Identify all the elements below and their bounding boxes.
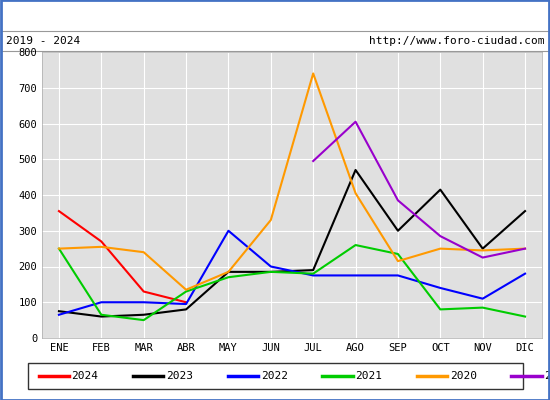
FancyBboxPatch shape: [28, 362, 522, 390]
Text: 2023: 2023: [166, 371, 193, 381]
Text: http://www.foro-ciudad.com: http://www.foro-ciudad.com: [369, 36, 544, 46]
Text: 2019 - 2024: 2019 - 2024: [6, 36, 80, 46]
Text: 2020: 2020: [450, 371, 477, 381]
Text: 2021: 2021: [355, 371, 382, 381]
Text: 2019: 2019: [544, 371, 550, 381]
Text: 2022: 2022: [261, 371, 288, 381]
Text: 2024: 2024: [72, 371, 98, 381]
Text: Evolucion Nº Turistas Nacionales en el municipio de Encinas de Esgueva: Evolucion Nº Turistas Nacionales en el m…: [0, 10, 550, 22]
